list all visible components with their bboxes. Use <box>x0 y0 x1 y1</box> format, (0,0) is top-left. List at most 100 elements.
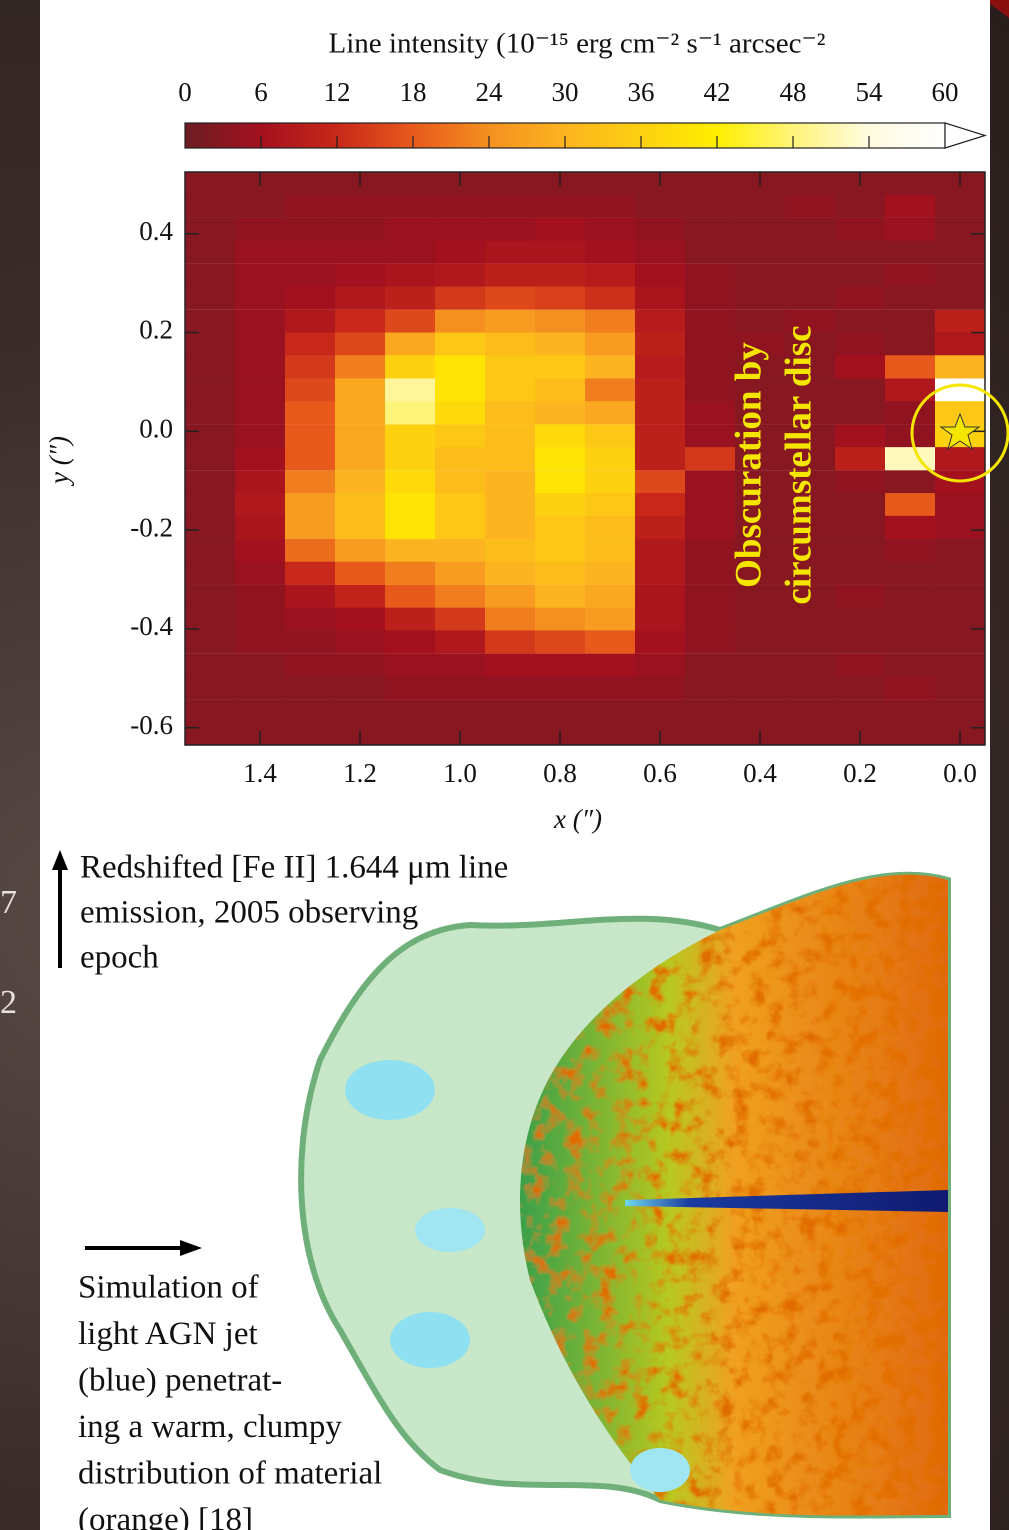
heatmap-cell <box>635 195 686 218</box>
caption-line: Simulation of <box>78 1270 259 1306</box>
heatmap-cell <box>335 287 386 310</box>
heatmap-cell <box>835 401 886 424</box>
heatmap-cell <box>635 401 686 424</box>
heatmap-cell <box>635 493 686 516</box>
heatmap-cell <box>735 241 786 264</box>
heatmap-cell <box>185 630 236 653</box>
heatmap-cell <box>335 676 386 699</box>
heatmap-cell <box>885 172 936 195</box>
heatmap-cell <box>185 355 236 378</box>
heatmap-cell <box>485 585 536 608</box>
heatmap-cell <box>285 241 336 264</box>
heatmap-cell <box>885 333 936 356</box>
heatmap-cell <box>635 608 686 631</box>
heatmap-cell <box>935 654 986 677</box>
heatmap-cell <box>235 447 286 470</box>
heatmap-cell <box>185 493 236 516</box>
heatmap-cell <box>335 700 386 723</box>
heatmap-cell <box>435 333 486 356</box>
heatmap-cell <box>385 470 436 493</box>
heatmap-cell <box>285 355 336 378</box>
heatmap-cell <box>485 287 536 310</box>
heatmap-cell <box>585 378 636 401</box>
heatmap-cell <box>485 355 536 378</box>
heatmap-cell <box>935 447 986 470</box>
heatmap-cell <box>835 264 886 287</box>
heatmap-cell <box>285 562 336 585</box>
heatmap-cell <box>335 264 386 287</box>
heatmap-cell <box>635 333 686 356</box>
heatmap-cell <box>385 447 436 470</box>
heatmap-cell <box>185 310 236 333</box>
heatmap-cell <box>835 700 886 723</box>
heatmap-cell <box>235 539 286 562</box>
heatmap-cell <box>835 310 886 333</box>
heatmap-cell <box>885 401 936 424</box>
heatmap-cell <box>335 585 386 608</box>
heatmap-cell <box>385 355 436 378</box>
heatmap-cell <box>635 424 686 447</box>
heatmap-cell <box>285 516 336 539</box>
heatmap-cell <box>935 195 986 218</box>
heatmap-cell <box>685 608 736 631</box>
heatmap-cell <box>185 585 236 608</box>
heatmap-cell <box>485 676 536 699</box>
heatmap-cell <box>335 539 386 562</box>
heatmap-cell <box>835 516 886 539</box>
heatmap-cell <box>285 447 336 470</box>
heatmap-cell <box>935 241 986 264</box>
heatmap-cell <box>185 424 236 447</box>
heatmap-cell <box>885 218 936 241</box>
colorbar-tick-label: 30 <box>552 77 579 107</box>
heatmap-cell <box>535 241 586 264</box>
heatmap-cell <box>885 355 936 378</box>
heatmap-cell <box>785 287 836 310</box>
heatmap-cell <box>435 218 486 241</box>
x-tick-label: 0.2 <box>843 758 877 788</box>
heatmap-cell <box>535 493 586 516</box>
heatmap-cell <box>435 516 486 539</box>
heatmap-cell <box>935 562 986 585</box>
heatmap-cell <box>485 241 536 264</box>
colorbar-tick-label: 18 <box>400 77 427 107</box>
heatmap-cell <box>835 562 886 585</box>
heatmap-cell <box>185 700 236 723</box>
heatmap-cell <box>435 195 486 218</box>
heatmap-cell <box>385 310 436 333</box>
heatmap-cell <box>585 562 636 585</box>
heatmap-cell <box>185 401 236 424</box>
sim-patch <box>630 1448 690 1492</box>
heatmap-cell <box>535 401 586 424</box>
colorbar-tick-label: 6 <box>254 77 268 107</box>
heatmap-cell <box>185 172 236 195</box>
colorbar-tick-label: 42 <box>704 77 731 107</box>
heatmap-cell <box>885 241 936 264</box>
heatmap-cell <box>235 218 286 241</box>
heatmap-cell <box>585 172 636 195</box>
y-tick-label: 0.0 <box>139 414 173 444</box>
heatmap-cell <box>835 355 886 378</box>
heatmap-cell <box>235 355 286 378</box>
heatmap-cell <box>585 195 636 218</box>
heatmap-cell <box>385 608 436 631</box>
heatmap-cell <box>835 287 886 310</box>
heatmap-cell <box>585 447 636 470</box>
heatmap-cell <box>185 676 236 699</box>
heatmap-cell <box>285 630 336 653</box>
heatmap-cell <box>285 585 336 608</box>
sim-patch <box>345 1060 435 1120</box>
heatmap-cell <box>635 264 686 287</box>
heatmap-cell <box>435 355 486 378</box>
heatmap-cell <box>385 630 436 653</box>
heatmap-cell <box>935 493 986 516</box>
heatmap-cell <box>335 218 386 241</box>
heatmap-cell <box>285 287 336 310</box>
heatmap-cell <box>885 630 936 653</box>
heatmap-cell <box>685 630 736 653</box>
heatmap-cell <box>835 676 886 699</box>
heatmap-cell <box>685 195 736 218</box>
heatmap-cell <box>585 241 636 264</box>
heatmap-cell <box>335 493 386 516</box>
heatmap-cell <box>535 676 586 699</box>
heatmap-cell <box>535 264 586 287</box>
